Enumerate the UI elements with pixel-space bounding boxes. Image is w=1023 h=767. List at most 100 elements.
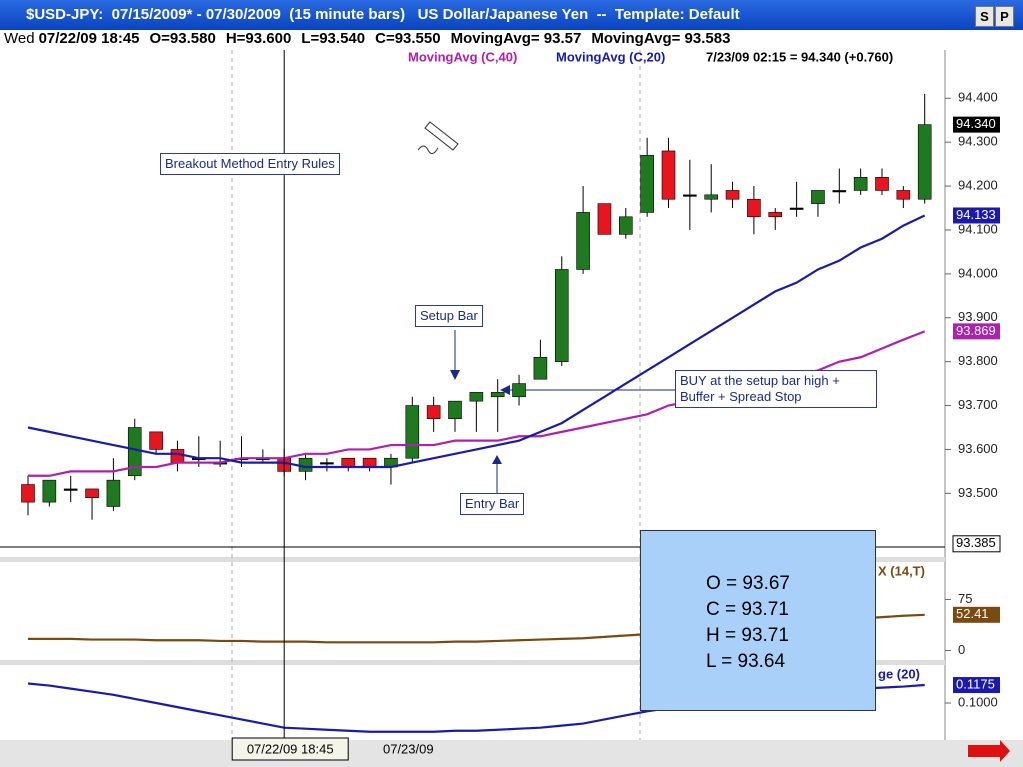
info-item: L=93.540: [301, 30, 366, 47]
candle-body: [597, 203, 612, 235]
candle-body: [426, 405, 441, 420]
candle-body: [21, 484, 35, 503]
candle-body: [811, 190, 825, 204]
annotation: Setup Bar: [415, 305, 483, 327]
candle-body: [875, 176, 889, 191]
title-bar: $USD-JPY: 07/15/2009* - 07/30/2009 (15 m…: [0, 0, 1023, 30]
price-marker: [953, 323, 1000, 340]
candle-body: [747, 198, 761, 218]
candle-body: [42, 479, 57, 503]
arrowhead: [450, 370, 460, 380]
candle-body: [917, 124, 932, 200]
candle-body: [896, 190, 911, 200]
annotation: Entry Bar: [460, 493, 525, 515]
x-tick-label: 07/22/09 18:45: [247, 741, 334, 756]
legend-entry: MovingAvg (C,40): [408, 49, 517, 64]
candle-body: [362, 457, 377, 468]
series-line: [27, 214, 926, 469]
candle-body: [640, 155, 654, 213]
y-tick-label: 93.800: [958, 353, 998, 368]
candle-body: [576, 212, 590, 270]
candle-body: [469, 392, 484, 402]
info-line: O = 93.67: [706, 573, 790, 594]
arrowhead: [500, 385, 510, 395]
candle-body: [704, 194, 719, 200]
info-line: L = 93.64: [706, 651, 786, 672]
annotation-line: BUY at the setup bar high +: [680, 373, 840, 388]
y-tick-label: 94.100: [958, 221, 998, 236]
candle-body: [725, 190, 740, 200]
annotation: BUY at the setup bar high + Buffer + Spre…: [675, 370, 877, 408]
info-item: MovingAvg= 93.57: [450, 30, 582, 47]
candle-body: [683, 194, 697, 197]
x-tick-label: 07/23/09: [383, 741, 434, 756]
pencil-icon: [417, 121, 459, 154]
y-tick-label: 75: [958, 591, 972, 606]
candle-body: [533, 356, 548, 380]
scroll-arrow[interactable]: [968, 740, 1010, 762]
price-marker-label: 93.385: [956, 535, 996, 550]
y-tick-label: 94.400: [958, 90, 998, 105]
info-item: MovingAvg= 93.583: [591, 30, 731, 47]
info-item: H=93.600: [225, 30, 292, 47]
candle-body: [853, 176, 868, 191]
legend-entry: MovingAvg (C,20): [556, 49, 665, 64]
candle-body: [512, 383, 526, 398]
candle-body: [490, 392, 505, 398]
panel-separator: [0, 660, 945, 665]
price-marker: [953, 677, 1000, 694]
candle-body: [405, 405, 420, 459]
candle-body: [170, 449, 185, 463]
y-tick-label: 94.200: [958, 178, 998, 193]
y-tick-label: 0.1000: [958, 694, 998, 709]
panel-separator: [0, 557, 945, 562]
candle-body: [832, 190, 847, 193]
price-marker: [953, 116, 1000, 133]
price-marker-label: 94.133: [956, 207, 996, 222]
info-item: O=93.580: [149, 30, 216, 47]
candle-body: [448, 400, 462, 420]
arrowhead: [492, 455, 502, 464]
day: Wed: [4, 30, 35, 47]
x-axis-strip: [0, 740, 1023, 767]
title: $USD-JPY: 07/15/2009* - 07/30/2009 (15 m…: [26, 6, 740, 23]
y-tick-label: 93.700: [958, 397, 998, 412]
y-tick-label: 93.900: [958, 309, 998, 324]
last-quote: 7/23/09 02:15 = 94.340 (+0.760): [706, 49, 893, 64]
info-bar: Wed 07/22/09 18:45 O=93.580 H=93.600 L=93.54…: [0, 30, 1023, 48]
panel-title: ge (20): [878, 666, 920, 681]
price-marker-label: 94.340: [956, 116, 996, 131]
candle-body: [789, 207, 804, 210]
y-tick-label: 94.300: [958, 134, 998, 149]
candle-body: [618, 216, 633, 235]
candle-body: [768, 212, 783, 218]
crosshair-label-box: [231, 737, 349, 761]
candle-body: [149, 431, 163, 450]
info-item: 07/22/09 18:45: [38, 30, 140, 47]
y-tick-label: 94.000: [958, 265, 998, 280]
axis-bg: [945, 50, 1023, 767]
annotation: Breakout Method Entry Rules: [160, 153, 340, 175]
button[interactable]: P: [995, 6, 1014, 27]
price-marker: [953, 207, 1000, 224]
info-item: C=93.550: [375, 30, 441, 47]
y-tick-label: 93.500: [958, 485, 998, 500]
info-line: H = 93.71: [706, 625, 789, 646]
candle-body: [85, 488, 99, 499]
annotation-line: Buffer + Spread Stop: [680, 389, 802, 404]
candle-body: [63, 488, 78, 491]
info-line: C = 93.71: [706, 599, 789, 620]
panel-title: X (14,T): [878, 563, 925, 578]
price-marker-label: 52.41: [956, 606, 989, 621]
price-marker-label: 93.869: [956, 323, 996, 338]
candle-body: [298, 457, 313, 472]
price-marker: [952, 535, 1001, 553]
candle-body: [106, 479, 121, 507]
price-marker-label: 0.1175: [956, 676, 995, 691]
candle-body: [320, 462, 334, 465]
candle-body: [661, 150, 676, 200]
button[interactable]: S: [975, 6, 994, 27]
y-tick-label: 0: [958, 642, 965, 657]
y-tick-label: 93.600: [958, 441, 998, 456]
info-box: O = 93.67 C = 93.71 H = 93.71 L = 93.64: [640, 530, 876, 711]
